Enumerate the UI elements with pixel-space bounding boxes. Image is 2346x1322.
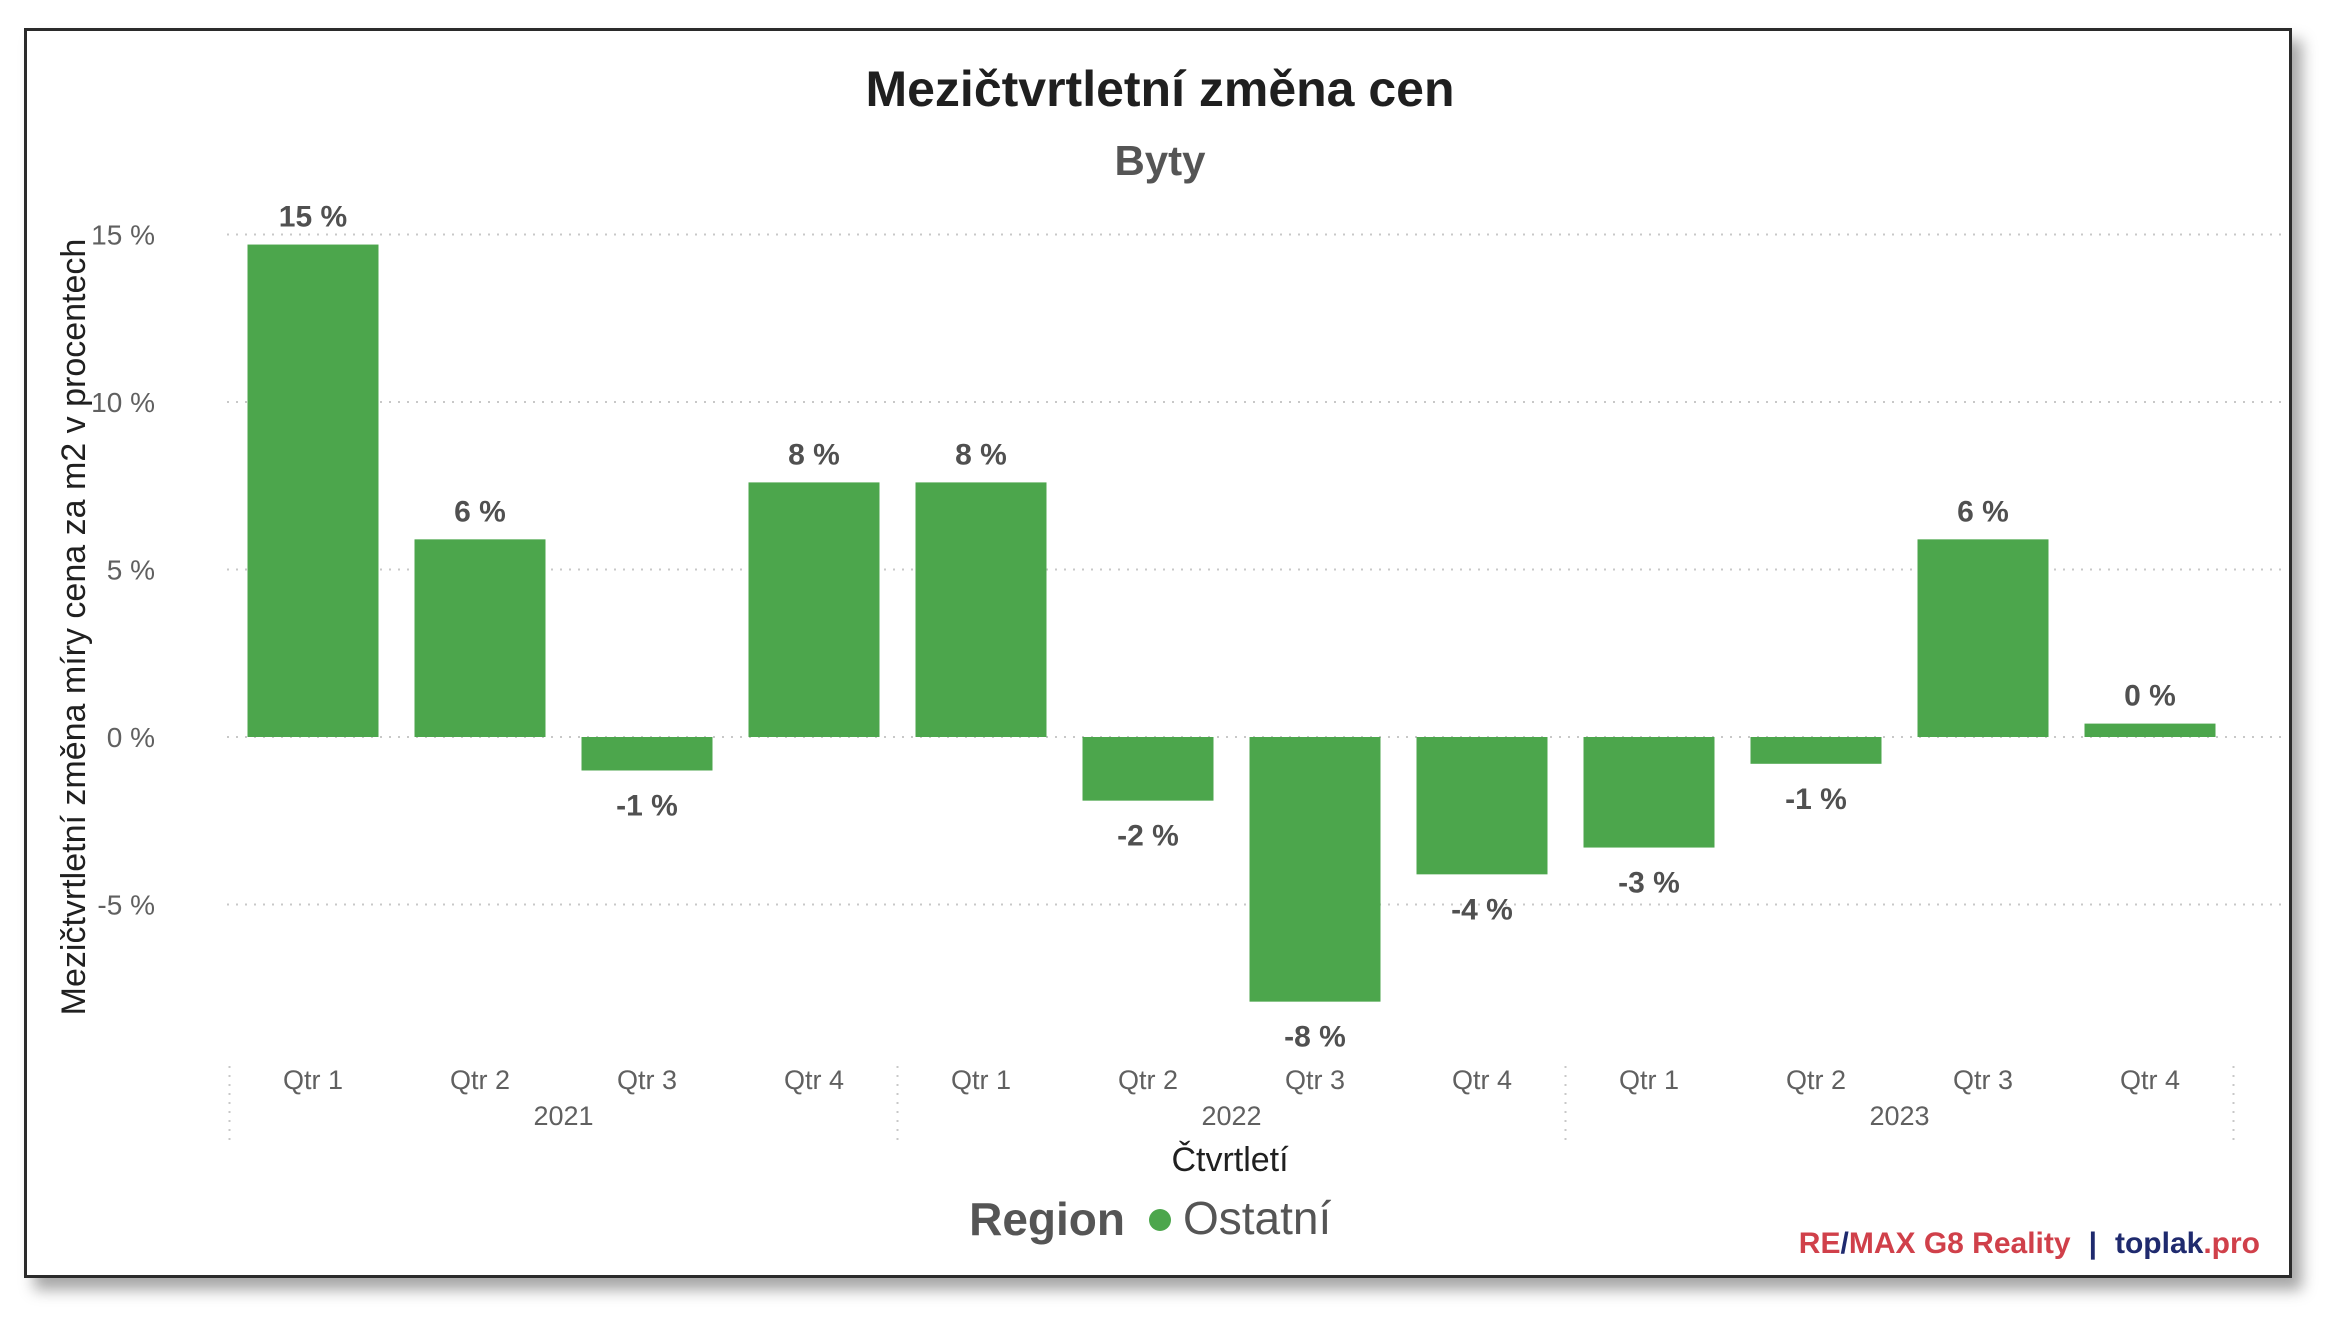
y-tick-label: 0 %: [107, 722, 155, 753]
bar: [414, 539, 546, 737]
chart-title: Mezičtvrtletní změna cen: [865, 61, 1454, 117]
x-tick-label: Qtr 1: [1619, 1065, 1679, 1095]
x-group-label: 2022: [1201, 1101, 1261, 1131]
data-label: 15 %: [279, 201, 347, 234]
x-group-label: 2021: [533, 1101, 593, 1131]
legend-title: Region: [969, 1193, 1125, 1245]
data-label: -8 %: [1284, 1021, 1346, 1054]
bar: [2084, 723, 2216, 737]
data-label: 6 %: [454, 495, 506, 528]
data-labels: 15 % 6 % -1 % 8 % 8 % -2 % -8 % -4 % -3 % -1 % 6 %…: [279, 201, 2176, 1054]
data-label: 8 %: [955, 438, 1007, 471]
credit-toplak: toplak: [2115, 1227, 2204, 1260]
data-label: 6 %: [1957, 495, 2009, 528]
x-tick-label: Qtr 1: [283, 1065, 343, 1095]
y-tick-label: 5 %: [107, 555, 155, 586]
x-tick-label: Qtr 1: [951, 1065, 1011, 1095]
legend: Region Ostatní: [969, 1192, 1331, 1245]
data-label: 0 %: [2124, 680, 2176, 713]
bar: [1583, 737, 1715, 848]
credit-slash: /: [1840, 1227, 1849, 1260]
x-tick-label: Qtr 3: [1953, 1065, 2013, 1095]
legend-marker: [1149, 1209, 1171, 1231]
x-axis: Qtr 1 Qtr 2 Qtr 3 Qtr 4 Qtr 1 Qtr 2 Qtr 3 Qtr 4…: [228, 1065, 2235, 1141]
chart-card: Mezičtvrtletní změna cen Byty 15 % 10 % 5 …: [24, 28, 2292, 1278]
data-label: -1 %: [616, 790, 678, 823]
bar: [748, 482, 880, 737]
x-tick-label: Qtr 4: [784, 1065, 844, 1095]
credit-remax: MAX G8 Reality: [1849, 1227, 2071, 1260]
credit-separator: |: [2089, 1227, 2097, 1260]
bar: [1750, 737, 1882, 764]
x-group-label: 2023: [1869, 1101, 1929, 1131]
bar: [915, 482, 1047, 737]
bar: [1249, 737, 1381, 1002]
x-tick-label: Qtr 2: [1786, 1065, 1846, 1095]
y-axis-ticks: 15 % 10 % 5 % 0 % -5 %: [91, 220, 155, 921]
chart-subtitle: Byty: [1114, 137, 1206, 184]
x-tick-label: Qtr 2: [450, 1065, 510, 1095]
y-axis-title: Mezičtvrtletní změna míry cena za m2 v p…: [55, 239, 93, 1016]
bar: [1416, 737, 1548, 875]
data-label: -2 %: [1117, 820, 1179, 853]
bar: [1917, 539, 2049, 737]
credit-pro: .pro: [2203, 1227, 2260, 1260]
x-tick-label: Qtr 2: [1118, 1065, 1178, 1095]
x-tick-label: Qtr 4: [2120, 1065, 2180, 1095]
credit-re: RE: [1799, 1227, 1841, 1260]
data-label: -3 %: [1618, 867, 1680, 900]
y-tick-label: 10 %: [91, 387, 155, 418]
y-tick-label: 15 %: [91, 220, 155, 251]
bars: [247, 244, 2216, 1002]
credit-text: RE/MAX G8 Reality | toplak.pro: [1799, 1227, 2260, 1260]
data-label: -4 %: [1451, 893, 1513, 926]
bar: [247, 244, 379, 738]
bar: [581, 737, 713, 771]
chart-canvas: Mezičtvrtletní změna cen Byty 15 % 10 % 5 …: [55, 61, 2283, 1260]
x-tick-label: Qtr 3: [617, 1065, 677, 1095]
x-tick-label: Qtr 4: [1452, 1065, 1512, 1095]
legend-item-label: Ostatní: [1183, 1192, 1332, 1244]
data-label: 8 %: [788, 438, 840, 471]
x-axis-title: Čtvrtletí: [1171, 1141, 1289, 1179]
x-tick-label: Qtr 3: [1285, 1065, 1345, 1095]
y-tick-label: -5 %: [97, 890, 155, 921]
data-label: -1 %: [1785, 783, 1847, 816]
bar: [1082, 737, 1214, 801]
